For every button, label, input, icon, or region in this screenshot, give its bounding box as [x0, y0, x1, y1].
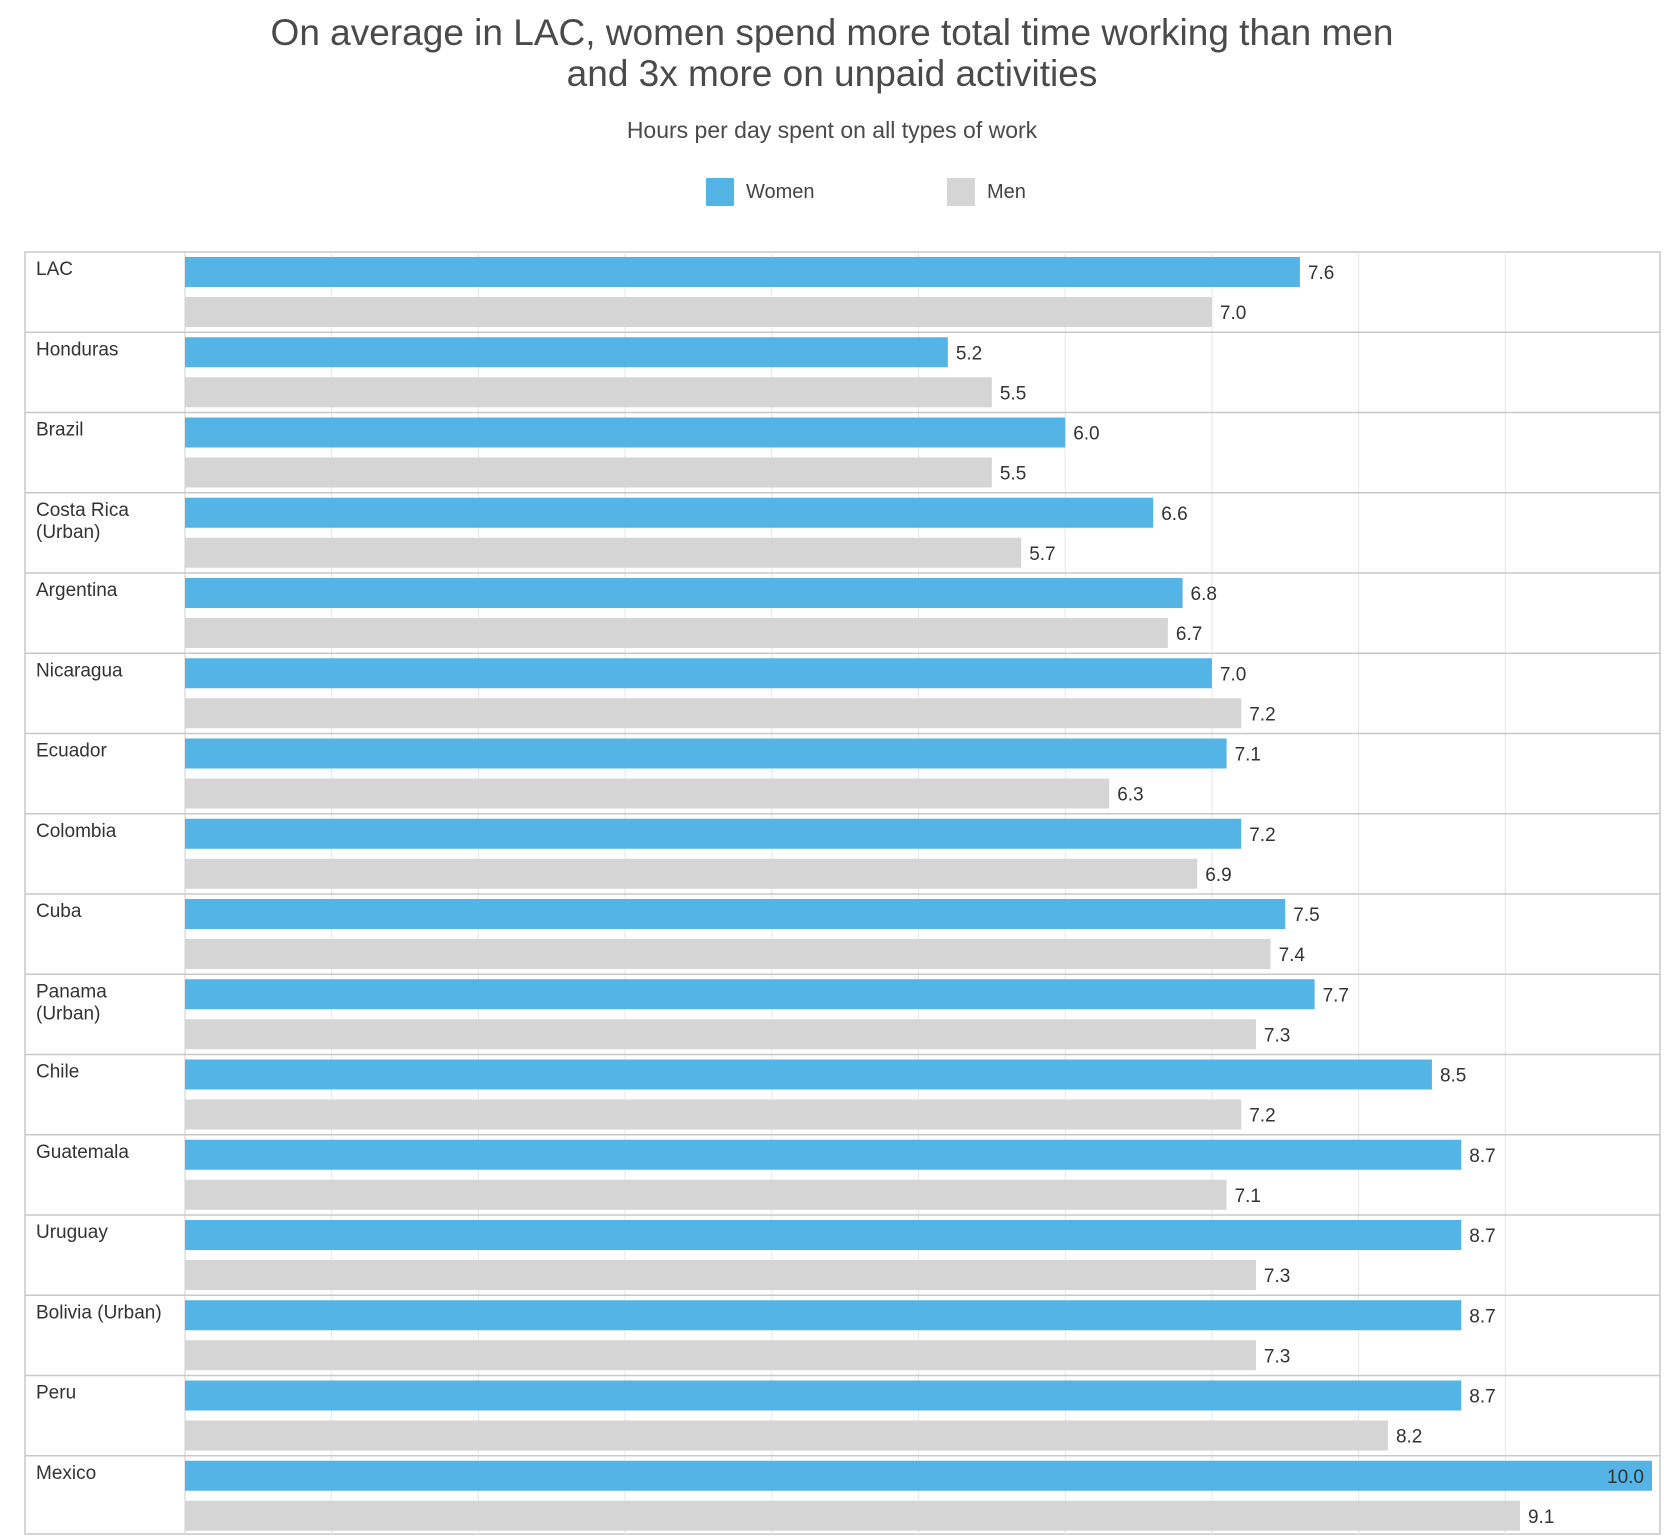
bar-men [185, 1420, 1388, 1451]
category-label: Colombia [36, 821, 117, 842]
legend-swatch-women [706, 178, 734, 206]
legend-item-women[interactable]: Women [706, 178, 815, 206]
bar-women [185, 497, 1154, 528]
data-label-women: 7.6 [1308, 263, 1334, 284]
bar-women [185, 1059, 1432, 1090]
data-label-women: 8.7 [1469, 1226, 1495, 1247]
data-label-men: 5.7 [1029, 544, 1055, 565]
bar-women [185, 1300, 1462, 1331]
category-label: (Urban) [36, 1003, 100, 1024]
category-label: Chile [36, 1062, 79, 1083]
bar-men [185, 1340, 1256, 1371]
bar-women [185, 1220, 1462, 1250]
category-label: Nicaragua [36, 660, 123, 681]
data-label-women: 5.2 [956, 343, 982, 364]
bar-women [185, 899, 1286, 929]
category-label: LAC [36, 259, 73, 280]
data-label-women: 7.5 [1293, 905, 1319, 926]
data-label-women: 8.7 [1469, 1387, 1495, 1408]
bar-men [185, 537, 1022, 568]
category-label: Uruguay [36, 1222, 108, 1243]
legend-label-women: Women [746, 180, 815, 203]
data-label-men: 7.3 [1264, 1266, 1290, 1287]
chart-title-line-1: On average in LAC, women spend more tota… [270, 12, 1394, 53]
bar-men [185, 297, 1212, 327]
legend-label-men: Men [987, 180, 1026, 203]
bar-women [185, 417, 1066, 448]
bar-men [185, 1500, 1520, 1531]
bar-women [185, 979, 1315, 1010]
legend-item-men[interactable]: Men [947, 178, 1026, 206]
bar-men [185, 1179, 1227, 1210]
data-label-men: 7.3 [1264, 1346, 1290, 1367]
category-label: Brazil [36, 420, 84, 441]
category-label: Mexico [36, 1463, 96, 1484]
plot-frame [24, 251, 1661, 1535]
data-label-men: 7.1 [1235, 1186, 1261, 1207]
bar-men [185, 618, 1168, 648]
legend: Women Men [0, 178, 1664, 208]
bar-men [185, 1260, 1256, 1290]
chart-subtitle: Hours per day spent on all types of work [626, 117, 1038, 143]
data-label-men: 6.9 [1205, 865, 1231, 886]
category-label: (Urban) [36, 522, 100, 543]
bar-women [185, 658, 1212, 689]
data-label-men: 9.1 [1528, 1507, 1554, 1528]
data-label-women: 7.2 [1249, 825, 1275, 846]
data-label-men: 7.2 [1249, 1106, 1275, 1127]
category-label: Cuba [36, 901, 82, 922]
data-label-men: 7.0 [1220, 303, 1246, 324]
data-label-women: 7.7 [1323, 985, 1349, 1006]
data-label-men: 7.2 [1249, 704, 1275, 725]
category-label: Honduras [36, 339, 118, 360]
data-label-men: 5.5 [1000, 383, 1026, 404]
bar-men [185, 1099, 1242, 1130]
category-label: Peru [36, 1383, 76, 1404]
bar-men [185, 457, 992, 488]
data-label-women: 7.0 [1220, 664, 1246, 685]
bar-men [185, 939, 1271, 969]
data-label-women: 6.8 [1191, 584, 1217, 605]
bar-women [185, 337, 948, 368]
category-label: Ecuador [36, 741, 107, 762]
bar-men [185, 778, 1110, 809]
bar-women [185, 1460, 1652, 1491]
data-label-women: 6.0 [1073, 424, 1099, 445]
data-label-women: 6.6 [1161, 504, 1187, 525]
data-label-women: 8.7 [1469, 1146, 1495, 1167]
category-label: Bolivia (Urban) [36, 1302, 162, 1323]
category-label: Costa Rica [36, 500, 129, 521]
chart-title-line-2: and 3x more on unpaid activities [566, 53, 1098, 94]
data-label-men: 7.4 [1279, 945, 1306, 966]
legend-swatch-men [947, 178, 975, 206]
data-label-men: 7.3 [1264, 1025, 1290, 1046]
category-label: Panama [36, 981, 107, 1002]
data-label-women: 10.0 [1607, 1467, 1644, 1488]
bar-women [185, 738, 1227, 769]
category-label: Guatemala [36, 1142, 129, 1163]
bar-women [185, 818, 1242, 849]
data-label-men: 8.2 [1396, 1427, 1422, 1448]
bar-women [185, 578, 1183, 608]
bar-men [185, 377, 992, 408]
bar-men [185, 1019, 1256, 1050]
chart-title: On average in LAC, women spend more tota… [0, 12, 1664, 94]
category-label: Argentina [36, 580, 118, 601]
data-label-men: 5.5 [1000, 464, 1026, 485]
bar-men [185, 698, 1242, 729]
data-label-men: 6.7 [1176, 624, 1202, 645]
bar-women [185, 257, 1300, 287]
bar-women [185, 1380, 1462, 1411]
data-label-men: 6.3 [1117, 785, 1143, 806]
bar-women [185, 1139, 1462, 1170]
data-label-women: 7.1 [1235, 745, 1261, 766]
data-label-women: 8.5 [1440, 1066, 1466, 1087]
data-label-women: 8.7 [1469, 1306, 1495, 1327]
bar-men [185, 858, 1198, 889]
